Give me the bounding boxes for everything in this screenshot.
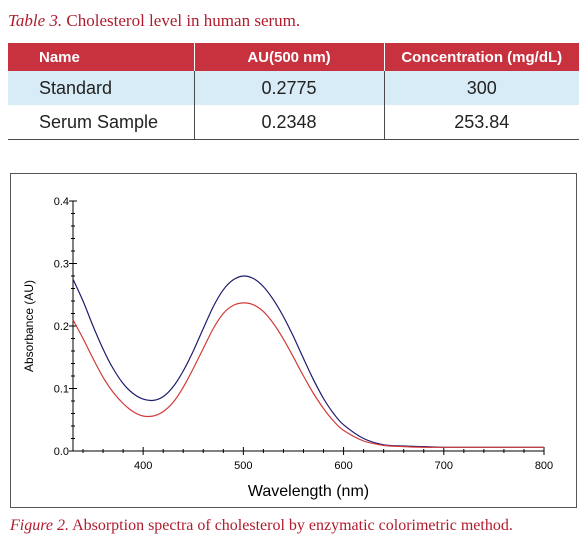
y-axis-label: Absorbance (AU) [22,280,36,372]
x-tick-label: 600 [334,460,352,472]
cell-name: Standard [8,71,195,105]
table-caption: Table 3. Cholesterol level in human seru… [8,11,300,31]
y-tick-label: 0.3 [54,259,69,271]
table-caption-label: Table 3. [8,11,63,30]
series-line-2 [72,302,544,448]
x-axis-label: Wavelength (nm) [248,483,369,500]
column-header-au: AU(500 nm) [194,43,385,71]
column-header-concentration: Concentration (mg/dL) [384,43,579,71]
y-tick-label: 0.1 [54,384,69,396]
figure-caption-label: Figure 2. [10,517,69,534]
cell-concentration: 300 [384,71,579,105]
x-tick-label: 500 [234,460,252,472]
x-tick-label: 700 [435,460,453,472]
cell-concentration: 253.84 [384,105,579,140]
table-header-row: Name AU(500 nm) Concentration (mg/dL) [8,43,579,71]
y-tick-label: 0.2 [54,321,69,333]
series-line-1 [72,275,544,448]
figure-caption: Figure 2. Absorption spectra of choleste… [10,517,513,535]
y-tick-label: 0.4 [54,196,69,208]
y-tick-label: 0.0 [54,446,69,458]
table-caption-text: Cholesterol level in human serum. [62,11,301,30]
cell-au: 0.2775 [194,71,385,105]
cell-au: 0.2348 [194,105,385,140]
table-row: Serum Sample 0.2348 253.84 [8,105,579,140]
cell-name: Serum Sample [8,105,195,140]
figure-frame: 0.0 0.1 0.2 0.3 0.4 400 500 600 700 800 Waveleng… [10,173,577,508]
cholesterol-table: Name AU(500 nm) Concentration (mg/dL) St… [8,43,579,140]
x-tick-label: 800 [535,460,553,472]
column-header-name: Name [8,43,195,71]
x-tick-label: 400 [134,460,152,472]
absorption-chart: 0.0 0.1 0.2 0.3 0.4 400 500 600 700 800 Waveleng… [22,196,553,500]
figure-caption-text: Absorption spectra of cholesterol by enz… [68,517,513,534]
table-row: Standard 0.2775 300 [8,71,579,105]
